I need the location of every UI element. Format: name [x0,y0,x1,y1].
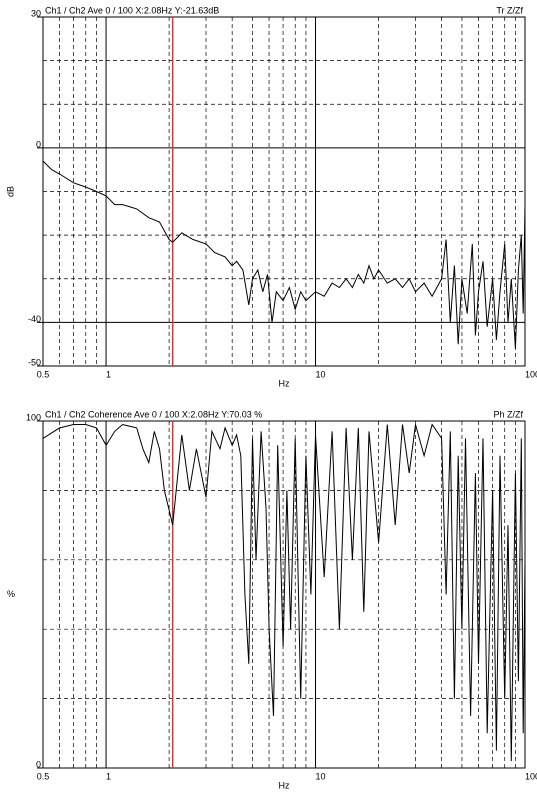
y-tick-label: 0 [36,139,41,149]
y-tick-label: 100 [26,412,41,422]
x-tick-label: 10 [316,771,326,781]
y-axis-label: % [7,589,15,599]
data-line [42,160,526,349]
corner-label: Tr Z/Zf [496,5,523,15]
data-line [42,423,526,762]
x-axis-label: Hz [279,780,290,790]
y-tick-label: 0 [36,759,41,769]
chart-title: Ch1 / Ch2 Coherence Ave 0 / 100 X:2.08Hz… [45,409,262,419]
corner-label: Ph Z/Zf [493,409,523,419]
x-tick-label: 10 [316,369,326,379]
y-tick-label: -40 [28,314,41,324]
x-tick-label: 0.5 [37,369,50,379]
x-axis-label: Hz [279,378,290,388]
y-axis-label: dB [5,186,15,197]
y-tick-label: 30 [31,8,41,18]
chart-title: Ch1 / Ch2 Ave 0 / 100 X:2.08Hz Y:-21.63d… [45,5,219,15]
y-tick-label: -50 [28,357,41,367]
x-tick-label: 1 [106,369,111,379]
x-tick-label: 1 [106,771,111,781]
x-tick-label: 100 [525,369,537,379]
x-tick-label: 0.5 [37,771,50,781]
x-tick-label: 100 [525,771,537,781]
